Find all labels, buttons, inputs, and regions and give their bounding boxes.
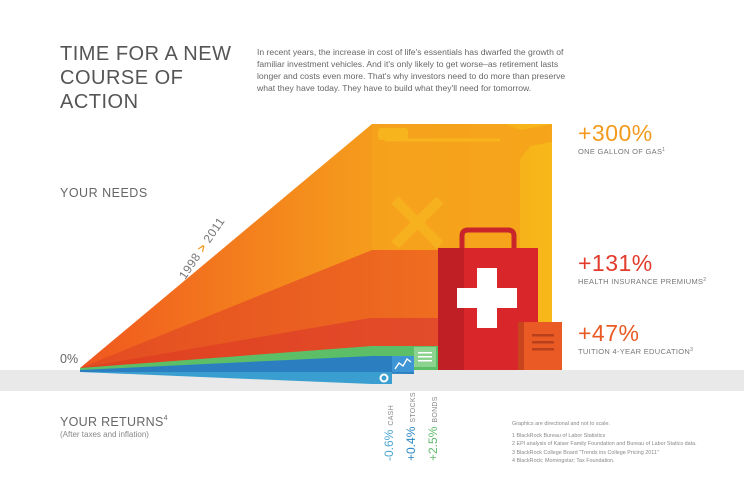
footnote-3: 3 BlackRock College Board "Trends ins Co… (512, 449, 659, 456)
cash-wedge (80, 372, 392, 384)
footnote-1: 1 BlackRock Bureau of Labor Statistics (512, 432, 606, 439)
gas-stat-label: ONE GALLON OF GAS1 (578, 147, 666, 156)
intro-paragraph: In recent years, the increase in cost of… (257, 47, 566, 93)
cash-return-label: CASH (388, 404, 395, 426)
gas-stat: +300% ONE GALLON OF GAS1 (578, 120, 665, 156)
first-aid-kit-icon (438, 227, 538, 370)
coin-icon (379, 373, 389, 383)
footnote-2: 2 EPI analysis of Kaiser Family Foundati… (512, 441, 697, 447)
cash-return-value: -0.6% (382, 429, 396, 461)
page-title: TIME FOR A NEW COURSE OF ACTION (60, 42, 260, 114)
zero-percent-label: 0% (60, 352, 79, 366)
returns-subtitle: (After taxes and inflation) (60, 430, 149, 439)
book-icon (518, 322, 562, 370)
health-stat-value: +131% (578, 250, 653, 276)
stocks-wedge (80, 356, 414, 374)
tuition-stat: +47% TUITION 4-YEAR EDUCATION3 (578, 320, 693, 356)
returns-note-ref: 4 (163, 415, 168, 422)
gas-stat-value: +300% (578, 120, 653, 146)
title-line-2: COURSE OF ACTION (60, 67, 184, 113)
gas-can-icon (372, 124, 552, 250)
your-returns-label: YOUR RETURNS4 (60, 415, 168, 429)
stocks-return: +0.4% STOCKS (404, 392, 418, 461)
bonds-return-label: BONDS (432, 396, 439, 423)
health-stat: +131% HEALTH INSURANCE PREMIUMS2 (578, 250, 706, 286)
footnote-disclaimer: Graphics are directional and not to scal… (512, 421, 610, 427)
your-needs-label: YOUR NEEDS (60, 186, 148, 200)
bond-document-icon (414, 347, 436, 367)
bonds-return-value: +2.5% (426, 426, 440, 461)
stock-chart-icon (392, 356, 414, 372)
footnotes: Graphics are directional and not to scal… (512, 420, 732, 466)
returns-label-text: YOUR RETURNS (60, 415, 164, 429)
health-stat-label: HEALTH INSURANCE PREMIUMS2 (578, 277, 707, 286)
tuition-stat-label: TUITION 4-YEAR EDUCATION3 (578, 347, 694, 356)
title-line-1: TIME FOR A NEW (60, 43, 232, 65)
bonds-return: +2.5% BONDS (426, 396, 440, 461)
tuition-stat-value: +47% (578, 320, 640, 346)
stocks-return-value: +0.4% (404, 426, 418, 461)
footnote-4: 4 BlackRock; Morningstar; Tax Foundation… (512, 458, 615, 464)
stocks-return-label: STOCKS (410, 392, 417, 423)
cash-return: -0.6% CASH (382, 405, 396, 461)
